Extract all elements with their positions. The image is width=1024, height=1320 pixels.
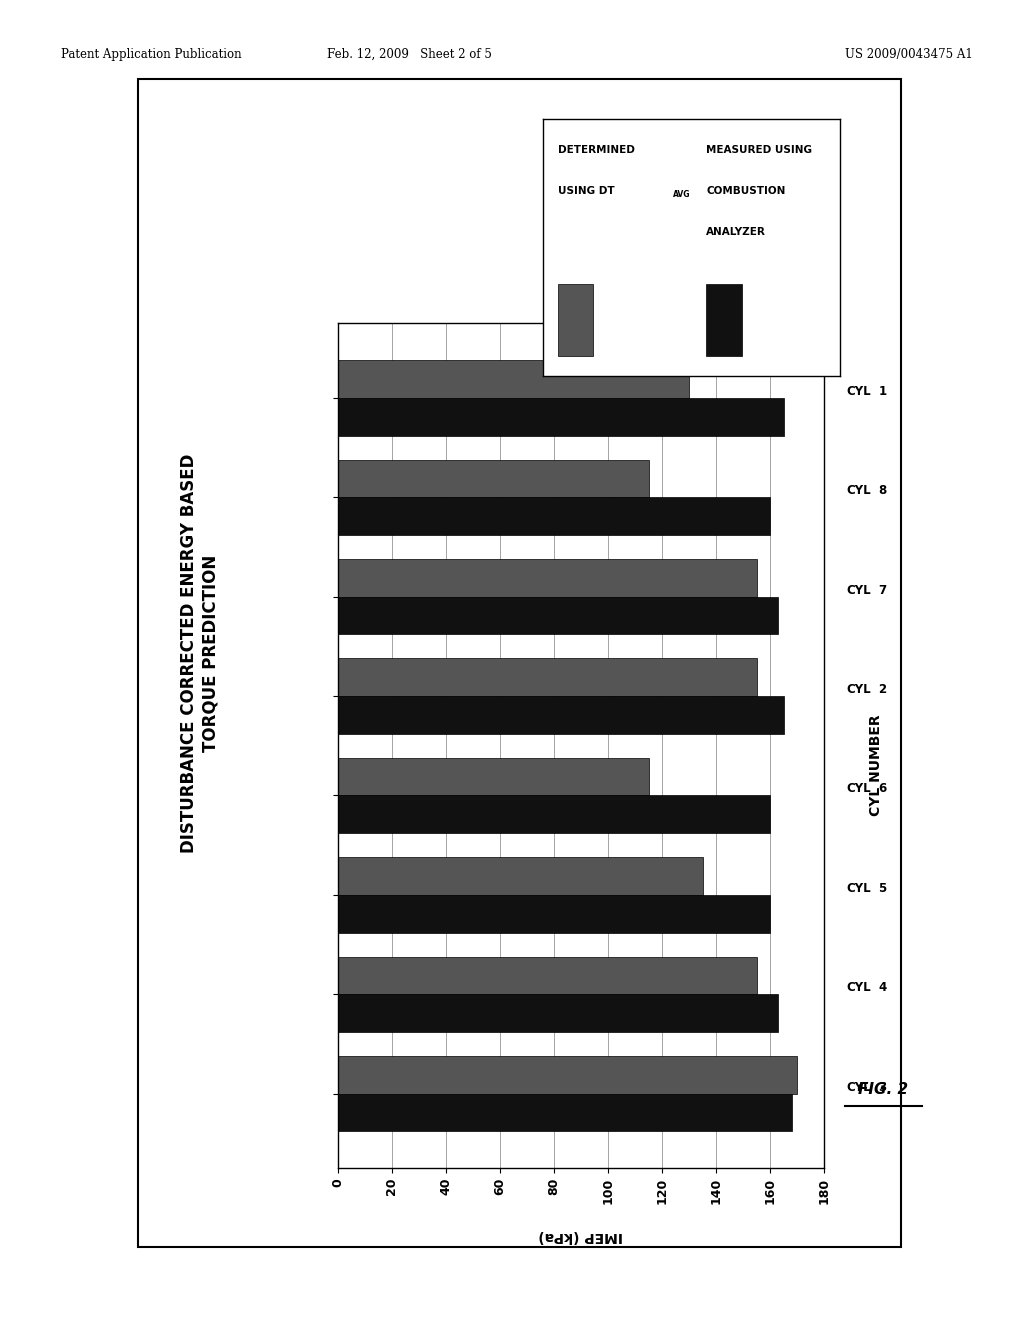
- Bar: [338, 360, 689, 397]
- Text: 3: 3: [879, 1081, 887, 1094]
- Bar: [338, 857, 702, 895]
- Text: 6: 6: [879, 783, 887, 796]
- Text: CYL: CYL: [846, 882, 870, 895]
- Text: US 2009/0043475 A1: US 2009/0043475 A1: [845, 48, 973, 61]
- Text: CYL NUMBER: CYL NUMBER: [868, 715, 883, 816]
- Text: DETERMINED: DETERMINED: [557, 145, 635, 154]
- Text: CYL: CYL: [846, 385, 870, 397]
- X-axis label: IMEP (kPa): IMEP (kPa): [539, 1229, 624, 1243]
- Text: CYL: CYL: [846, 484, 870, 498]
- Text: CYL: CYL: [846, 783, 870, 796]
- Text: 7: 7: [879, 583, 887, 597]
- Bar: [707, 284, 741, 355]
- Bar: [338, 659, 757, 696]
- Bar: [338, 459, 648, 498]
- Text: CYL: CYL: [846, 981, 870, 994]
- Text: AVG: AVG: [674, 190, 691, 198]
- Text: CYL: CYL: [846, 684, 870, 696]
- Bar: [338, 1056, 798, 1094]
- Text: 5: 5: [879, 882, 887, 895]
- Bar: [338, 796, 770, 833]
- Text: CYL: CYL: [846, 583, 870, 597]
- Text: Feb. 12, 2009   Sheet 2 of 5: Feb. 12, 2009 Sheet 2 of 5: [327, 48, 493, 61]
- Text: USING DT: USING DT: [557, 186, 614, 195]
- Text: 8: 8: [879, 484, 887, 498]
- Text: MEASURED USING: MEASURED USING: [707, 145, 812, 154]
- Bar: [338, 498, 770, 535]
- Bar: [338, 895, 770, 933]
- Bar: [338, 758, 648, 796]
- Bar: [557, 284, 593, 355]
- Text: 2: 2: [879, 684, 887, 696]
- Text: ANALYZER: ANALYZER: [707, 227, 766, 238]
- Text: 4: 4: [879, 981, 887, 994]
- Bar: [338, 957, 757, 994]
- Text: FIG. 2: FIG. 2: [858, 1081, 907, 1097]
- Bar: [338, 597, 778, 635]
- Bar: [338, 696, 783, 734]
- Bar: [338, 994, 778, 1032]
- Text: COMBUSTION: COMBUSTION: [707, 186, 785, 195]
- Bar: [338, 397, 783, 436]
- Text: Patent Application Publication: Patent Application Publication: [61, 48, 242, 61]
- Text: 1: 1: [879, 385, 887, 397]
- Bar: [338, 558, 757, 597]
- Text: CYL: CYL: [846, 1081, 870, 1094]
- Text: DISTURBANCE CORRECTED ENERGY BASED
TORQUE PREDICTION: DISTURBANCE CORRECTED ENERGY BASED TORQU…: [180, 454, 219, 853]
- Bar: [338, 1094, 792, 1131]
